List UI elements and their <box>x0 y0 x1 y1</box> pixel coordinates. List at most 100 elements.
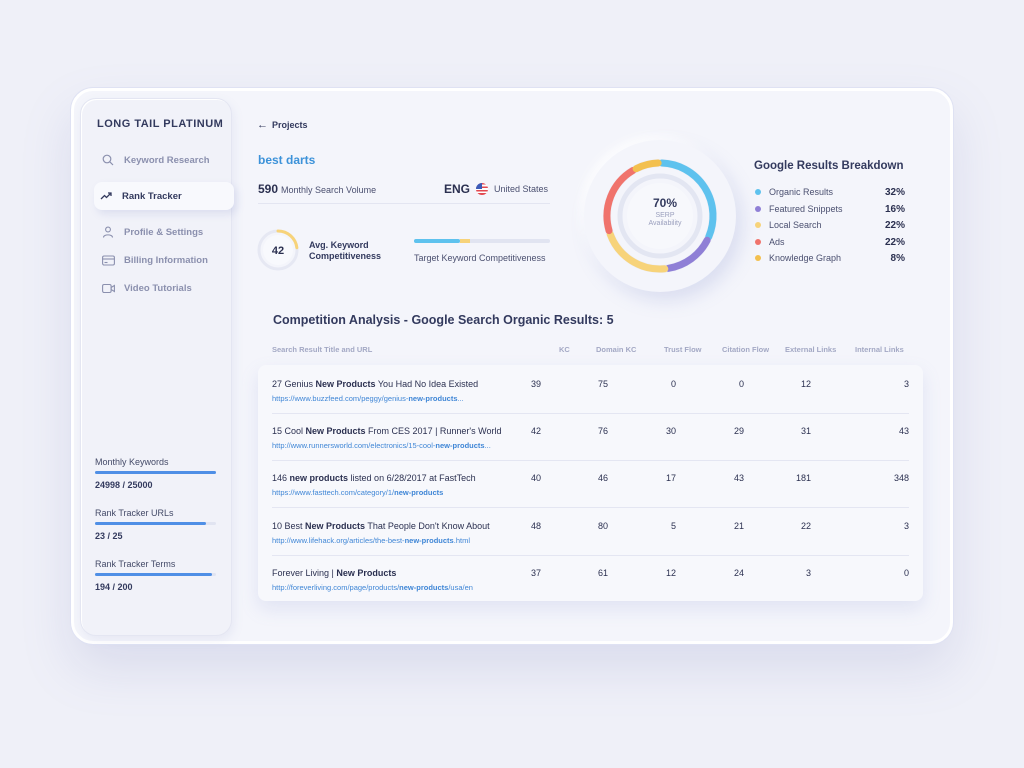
target-kc-bar-yellow <box>460 239 470 243</box>
result-url-part: ... <box>484 441 491 450</box>
sidebar-item-keyword-research[interactable]: Keyword Research <box>96 146 234 174</box>
rank-tracker-terms-value: 194 / 200 <box>95 582 133 592</box>
cell-kc: 39 <box>530 379 541 389</box>
result-url[interactable]: http://www.runnersworld.com/electronics/… <box>272 441 491 450</box>
result-title-part: From CES 2017 | Runner's World <box>365 426 502 436</box>
result-title-part: listed on 6/28/2017 at FastTech <box>348 473 476 483</box>
avg-kc-gauge-arc <box>276 229 299 250</box>
competition-title: Competition Analysis - Google Search Org… <box>273 313 614 327</box>
sidebar-item-label: Profile & Settings <box>124 226 204 238</box>
cell-int: 3 <box>903 379 909 389</box>
result-url-keyword: new-products <box>404 536 454 545</box>
table-row: 15 Cool New Products From CES 2017 | Run… <box>272 414 909 461</box>
search-volume: 590 Monthly Search Volume <box>258 182 376 196</box>
column-header-trust-flow: Trust Flow <box>664 345 702 354</box>
result-title[interactable]: 15 Cool New Products From CES 2017 | Run… <box>272 426 502 436</box>
result-url[interactable]: http://www.lifehack.org/articles/the-bes… <box>272 536 470 545</box>
monthly-keywords-progress <box>95 471 216 474</box>
table-row: 10 Best New Products That People Don't K… <box>272 509 909 556</box>
row-divider <box>272 555 909 556</box>
result-url[interactable]: http://foreverliving.com/page/products/n… <box>272 583 473 592</box>
search-volume-label: Monthly Search Volume <box>281 185 377 195</box>
language-country: ENG United States <box>444 182 548 196</box>
legend-label: Ads <box>769 237 785 247</box>
serp-availability-label-line1: SERP <box>655 212 675 219</box>
serp-availability-text: 70% SERP Availability <box>630 196 700 228</box>
sidebar-item-rank-tracker[interactable]: Rank Tracker <box>94 182 234 210</box>
cell-ext: 3 <box>805 568 811 578</box>
result-title-part: 27 Genius <box>272 379 316 389</box>
result-url[interactable]: https://www.fasttech.com/category/1/new-… <box>272 488 443 497</box>
legend-dot <box>755 239 761 245</box>
avg-kc-gauge: 42 <box>257 229 299 271</box>
result-title-keyword: New Products <box>305 426 366 436</box>
table-row: 27 Genius New Products You Had No Idea E… <box>272 367 909 414</box>
result-title[interactable]: 10 Best New Products That People Don't K… <box>272 521 490 531</box>
rank-tracker-terms-progress <box>95 573 216 576</box>
sidebar-item-video-tutorials[interactable]: Video Tutorials <box>96 274 234 302</box>
competition-table <box>258 365 923 601</box>
result-title-part: That People Don't Know About <box>365 521 490 531</box>
cell-int: 0 <box>903 568 909 578</box>
column-header-kc: KC <box>559 345 570 354</box>
cell-cf: 24 <box>733 568 744 578</box>
monthly-keywords-label: Monthly Keywords <box>95 457 169 467</box>
rank-tracker-urls-value: 23 / 25 <box>95 531 123 541</box>
rank-tracker-urls-progress <box>95 522 216 525</box>
divider <box>258 203 550 204</box>
result-url[interactable]: https://www.buzzfeed.com/peggy/genius-ne… <box>272 394 464 403</box>
credit-card-icon <box>101 253 115 267</box>
result-url-part: http://www.lifehack.org/articles/the-bes… <box>272 536 405 545</box>
result-title[interactable]: Forever Living | New Products <box>272 568 396 578</box>
cell-kc: 37 <box>530 568 541 578</box>
target-kc-label: Target Keyword Competitiveness <box>414 253 546 263</box>
cell-ext: 31 <box>800 426 811 436</box>
result-title-part: You Had No Idea Existed <box>375 379 479 389</box>
cell-dkc: 61 <box>597 568 608 578</box>
table-row: 146 new products listed on 6/28/2017 at … <box>272 461 909 508</box>
progress-fill <box>95 471 216 474</box>
result-title-part: Forever Living | <box>272 568 337 578</box>
brand-logo-text: LONG TAIL PLATINUM <box>97 118 224 130</box>
cell-int: 43 <box>898 426 909 436</box>
legend-item: Organic Results 32% <box>755 185 905 199</box>
cell-ext: 22 <box>800 521 811 531</box>
result-title-part: 15 Cool <box>272 426 306 436</box>
result-title-keyword: New Products <box>315 379 376 389</box>
back-to-projects-link[interactable]: ← Projects <box>257 119 308 131</box>
search-icon <box>101 153 115 167</box>
sidebar-item-billing-information[interactable]: Billing Information <box>96 246 234 274</box>
cell-tf: 30 <box>665 426 676 436</box>
sidebar <box>80 98 232 636</box>
legend-value: 8% <box>890 252 905 264</box>
progress-fill <box>95 522 207 525</box>
sidebar-item-profile-settings[interactable]: Profile & Settings <box>96 218 234 246</box>
cell-dkc: 75 <box>597 379 608 389</box>
cell-ext: 12 <box>800 379 811 389</box>
result-title[interactable]: 146 new products listed on 6/28/2017 at … <box>272 473 476 483</box>
video-icon <box>101 281 115 295</box>
result-title[interactable]: 27 Genius New Products You Had No Idea E… <box>272 379 478 389</box>
cell-cf: 29 <box>733 426 744 436</box>
cell-tf: 0 <box>670 379 676 389</box>
result-title-keyword: New Products <box>336 568 397 578</box>
column-header-internal-links: Internal Links <box>855 345 904 354</box>
result-url-part: https://www.buzzfeed.com/peggy/genius- <box>272 394 409 403</box>
arrow-left-icon: ← <box>257 119 268 131</box>
result-url-keyword: new-products <box>408 394 458 403</box>
legend-item: Knowledge Graph 8% <box>755 251 905 265</box>
sidebar-item-label: Video Tutorials <box>124 282 192 294</box>
result-url-keyword: new-products <box>399 583 449 592</box>
cell-cf: 0 <box>738 379 744 389</box>
search-volume-value: 590 <box>258 182 279 196</box>
legend-label: Local Search <box>769 220 822 230</box>
legend-item: Ads 22% <box>755 235 905 249</box>
result-url-part: https://www.fasttech.com/category/1/ <box>272 488 395 497</box>
result-title-keyword: new products <box>289 473 349 483</box>
legend-label: Knowledge Graph <box>769 253 842 263</box>
column-header-external-links: External Links <box>785 345 837 354</box>
legend-value: 16% <box>884 203 905 215</box>
avg-kc-label-line1: Avg. Keyword <box>309 240 369 250</box>
legend-label: Featured Snippets <box>769 204 843 214</box>
country-label: United States <box>494 184 549 194</box>
